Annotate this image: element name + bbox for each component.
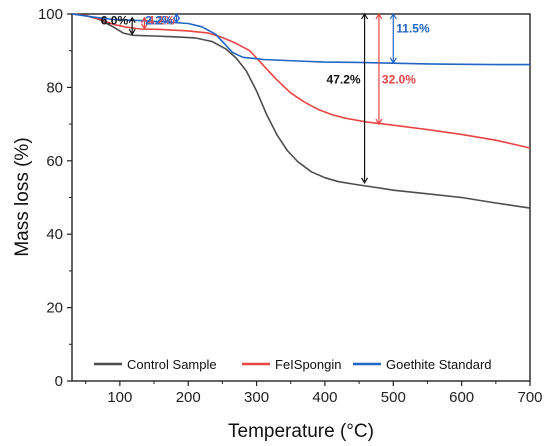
series-line-control-sample (71, 13, 531, 209)
annotation-label: 32.0% (382, 73, 416, 87)
legend-label: FeISpongin (275, 357, 342, 372)
annotation-arrow-head (361, 12, 369, 20)
annotation-label: 2.2% (145, 14, 173, 28)
annotation-arrow-head (140, 23, 148, 30)
legend: Control Sample FeISpongin Goethite Standar… (94, 357, 492, 372)
y-tick-label: 80 (46, 79, 63, 96)
y-tick-label: 20 (46, 300, 63, 317)
x-tick-label: 500 (381, 389, 406, 406)
annotation-label: 11.5% (396, 21, 430, 35)
annotation-label: 6.0% (101, 14, 129, 28)
plot-area (71, 13, 531, 382)
annotation-arrow-head (128, 16, 136, 23)
annotation-arrow-head (375, 12, 383, 20)
x-tick-label: 400 (312, 389, 337, 406)
x-tick-label: 600 (449, 389, 474, 406)
annotation-arrow-head (140, 16, 148, 23)
annotation-arrow-head (128, 28, 136, 36)
annotation-label: 4.2% (147, 14, 175, 28)
axis-ticks: 100 200 300 400 500 600 700 0 20 40 60 80 100 (38, 6, 543, 406)
x-tick-label: 100 (107, 389, 132, 406)
x-tick-label: 200 (176, 389, 201, 406)
y-tick-label: 40 (46, 226, 63, 243)
annotation-arrow-head (389, 12, 397, 20)
legend-label: Control Sample (127, 357, 217, 372)
y-tick-label: 100 (38, 6, 63, 23)
x-tick-label: 300 (244, 389, 269, 406)
annotation-arrow-head (173, 12, 181, 20)
annotation-arrow-head (375, 118, 383, 126)
y-tick-label: 0 (55, 373, 63, 390)
annotation-layer: 6.0% 4.2%2.2% 47.2% 32.0% 11.5% (101, 12, 430, 184)
x-tick-label: 700 (517, 389, 542, 406)
annotation-label: 47.2% (327, 73, 361, 87)
y-tick-label: 60 (46, 153, 63, 170)
series-line-feispongin (71, 13, 531, 149)
legend-label: Goethite Standard (386, 357, 492, 372)
annotation-arrow-head (173, 17, 181, 24)
annotation-arrow-head (361, 177, 369, 184)
annotation-arrow-head (389, 57, 397, 64)
y-axis-label: Mass loss (%) (12, 137, 33, 256)
x-axis-label: Temperature (°C) (228, 421, 374, 442)
